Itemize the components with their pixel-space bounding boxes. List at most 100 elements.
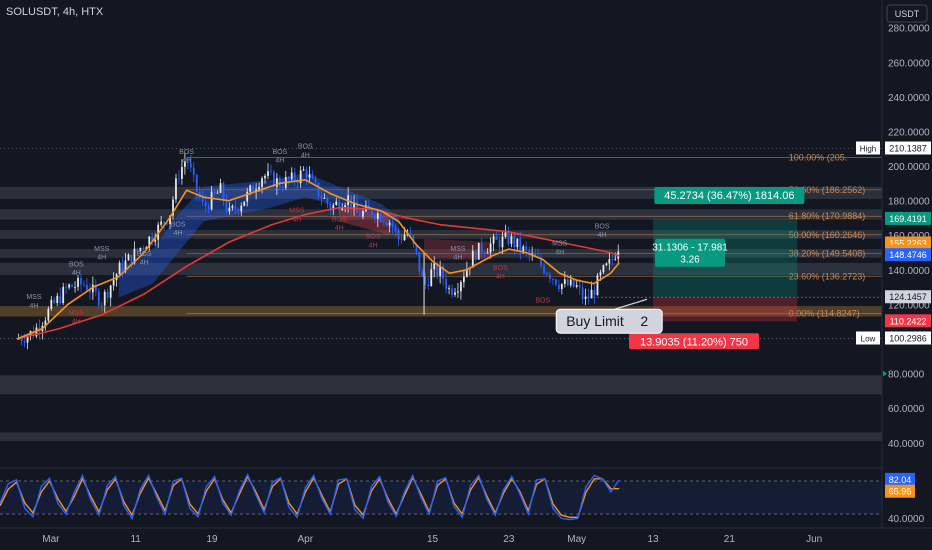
candle-body [23, 341, 26, 343]
structure-label: BOS [69, 261, 84, 268]
candle-body [222, 183, 225, 201]
high-label-box [856, 141, 880, 155]
candle-body [246, 191, 249, 202]
candle-body [44, 320, 47, 326]
structure-label: 4H [72, 270, 81, 277]
fib-label: 100.00% (205. [789, 152, 848, 162]
candle-body [204, 201, 207, 207]
profit-label-box [654, 186, 805, 204]
candle-body [599, 272, 602, 276]
candle-body [516, 238, 519, 248]
candle-body [421, 271, 424, 277]
currency-button[interactable]: USDT [886, 4, 928, 23]
axis-background [882, 0, 932, 550]
candle-body [436, 263, 439, 276]
candle-body [474, 250, 477, 260]
candle-body [477, 242, 480, 260]
price-tag-box [885, 211, 931, 225]
candle-body [409, 232, 412, 236]
price-tag: 124.1457 [885, 290, 931, 304]
candle-body [531, 253, 534, 255]
candle-body [74, 287, 76, 288]
candle-body [97, 291, 100, 306]
candle-body [136, 248, 139, 251]
candle-body [175, 178, 177, 200]
fib-label: 50.00% (160.2646) [789, 230, 866, 240]
candle-body [192, 167, 195, 175]
candle-body [362, 211, 364, 217]
candle-body [341, 208, 344, 211]
candle-body [403, 234, 406, 241]
candle-body [91, 284, 94, 293]
candle-body [20, 338, 23, 342]
candle-body [483, 253, 486, 255]
candle-body [94, 284, 97, 292]
cloud-area [118, 172, 399, 298]
candle-body [112, 279, 115, 286]
y-tick-label: 40.0000 [888, 514, 925, 525]
structure-label: BOS [332, 216, 347, 223]
structure-label: BOS [535, 298, 550, 305]
price-tag-box [885, 248, 931, 262]
candle-body [317, 182, 320, 197]
stoch-tag: 65.96 [885, 484, 915, 498]
candle-body [47, 308, 50, 321]
candle-body [605, 263, 608, 266]
candle-body [169, 215, 171, 225]
structure-label: MSS [26, 294, 42, 301]
price-axis: 280.0000 260.0000 240.0000 220.0000 200.0000… [881, 0, 932, 550]
candle-body [127, 254, 130, 261]
candle-body [314, 178, 317, 183]
fib-label: 78.60% (186.2562) [789, 185, 866, 195]
candle-body [397, 229, 400, 240]
structure-label: BOS [595, 223, 610, 230]
candle-body [148, 236, 151, 248]
candle-body [216, 192, 219, 194]
candle-body [460, 282, 462, 292]
stoch-tag-value: 82.04 [889, 475, 912, 485]
fib-label: 38.20% (149.5408) [789, 248, 866, 258]
x-tick-label: 15 [427, 534, 439, 545]
price-tag-value: 124.1457 [889, 292, 927, 302]
candle-body [109, 285, 112, 298]
structure-label: 4H [598, 232, 607, 239]
candle-body [305, 169, 308, 178]
x-tick-label: 13 [647, 534, 659, 545]
currency-button-label: USDT [895, 9, 920, 19]
candle-body [448, 288, 450, 290]
buy-limit-callout: Buy Limit 2 [555, 298, 663, 334]
ratio-label-line1: 31.1306 - 17.981 [652, 243, 728, 254]
stoch-tag-box [885, 472, 915, 486]
candle-body [299, 170, 302, 184]
candle-body [68, 284, 71, 288]
price-tag-value: 155.2263 [889, 238, 927, 248]
candle-body [492, 236, 495, 244]
candle-body [26, 336, 29, 343]
structure-label: BOS [493, 265, 508, 272]
candle-body [53, 299, 56, 303]
candle-body [427, 284, 430, 286]
candle-body [142, 247, 145, 249]
stoch-tag-box [885, 484, 915, 498]
y-tick-label: 140.0000 [888, 266, 930, 277]
candle-body [139, 247, 142, 251]
candle-body [557, 284, 560, 290]
structure-label: 4H [182, 158, 191, 165]
structure-label: 4H [335, 225, 344, 232]
candle-body [225, 200, 228, 212]
candle-body [219, 183, 222, 193]
candle-body [504, 232, 507, 237]
candle-body [195, 174, 198, 192]
y-tick-label: 120.0000 [888, 300, 930, 311]
ratio-label-line2: 3.26 [680, 255, 700, 266]
stochastic-pane [0, 467, 882, 521]
candle-body [172, 199, 174, 216]
stoch-tag: 82.04 [885, 472, 915, 486]
candle-body [264, 175, 266, 179]
structure-label: 4H [301, 152, 310, 159]
candle-body [213, 191, 216, 194]
ratio-label-box [655, 238, 726, 267]
structure-label: 4H [292, 216, 301, 223]
candle-body [62, 286, 65, 304]
